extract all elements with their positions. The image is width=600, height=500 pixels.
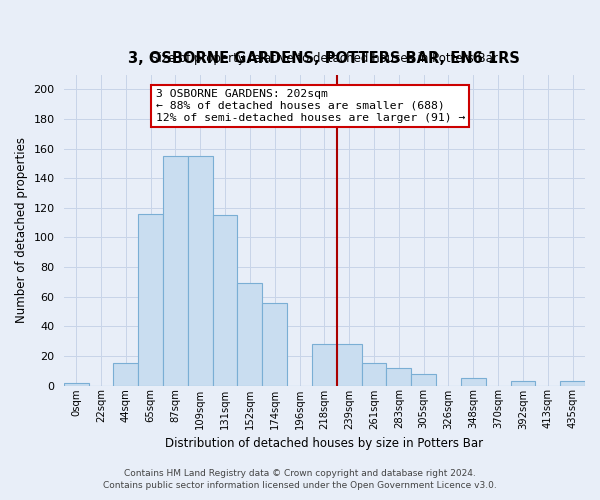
- Bar: [312, 344, 337, 386]
- Text: Contains HM Land Registry data © Crown copyright and database right 2024.
Contai: Contains HM Land Registry data © Crown c…: [103, 468, 497, 490]
- X-axis label: Distribution of detached houses by size in Potters Bar: Distribution of detached houses by size …: [165, 437, 484, 450]
- Bar: [386, 368, 411, 386]
- Bar: [337, 344, 362, 386]
- Text: 3 OSBORNE GARDENS: 202sqm
← 88% of detached houses are smaller (688)
12% of semi: 3 OSBORNE GARDENS: 202sqm ← 88% of detac…: [155, 90, 465, 122]
- Bar: [461, 378, 486, 386]
- Y-axis label: Number of detached properties: Number of detached properties: [15, 137, 28, 323]
- Bar: [113, 364, 138, 386]
- Bar: [212, 215, 238, 386]
- Bar: [163, 156, 188, 386]
- Bar: [138, 214, 163, 386]
- Bar: [262, 302, 287, 386]
- Title: 3, OSBORNE GARDENS, POTTERS BAR, EN6 1RS: 3, OSBORNE GARDENS, POTTERS BAR, EN6 1RS: [128, 52, 520, 66]
- Text: Size of property relative to detached houses in Potters Bar: Size of property relative to detached ho…: [151, 52, 498, 65]
- Bar: [362, 364, 386, 386]
- Bar: [188, 156, 212, 386]
- Bar: [64, 382, 89, 386]
- Bar: [511, 381, 535, 386]
- Bar: [411, 374, 436, 386]
- Bar: [560, 381, 585, 386]
- Bar: [238, 284, 262, 386]
